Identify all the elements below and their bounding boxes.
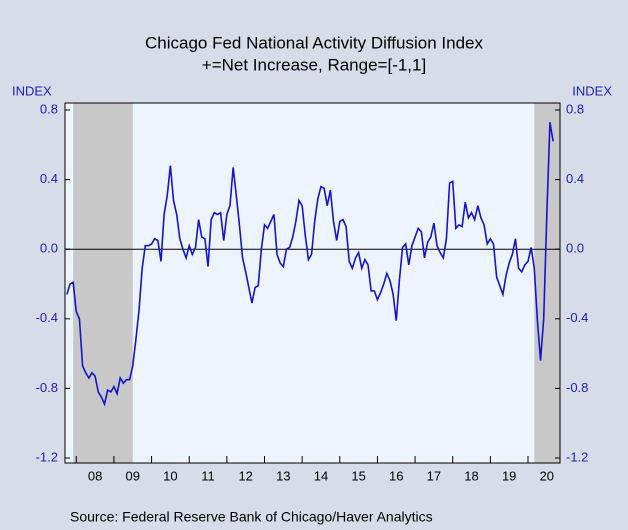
x-tick-label: 16 [389,468,403,483]
y2-tick-label: -1.2 [566,449,588,464]
x-tick-label: 11 [201,468,215,483]
y-tick-label: 0.4 [40,171,58,186]
x-tick-label: 20 [540,468,554,483]
y2-tick-label: 0.0 [566,241,584,256]
source-note: Source: Federal Reserve Bank of Chicago/… [70,509,433,525]
recession-shade [73,103,133,463]
x-tick-label: 17 [427,468,441,483]
plot-frame [64,102,561,464]
recession-shade [534,103,560,463]
y2-tick-label: 0.8 [566,101,584,116]
y-tick-label: -1.2 [36,449,58,464]
x-tick-label: 10 [163,468,177,483]
x-tick-label: 08 [88,468,102,483]
y-tick-label: 0.0 [40,241,58,256]
y2-tick-label: -0.4 [566,310,588,325]
x-tick-label: 19 [502,468,516,483]
chart-title: Chicago Fed National Activity Diffusion … [145,33,483,52]
plot-area [65,103,560,463]
y2-tick-label: 0.4 [566,171,584,186]
x-tick-label: 15 [351,468,365,483]
y-tick-label: 0.8 [40,101,58,116]
x-tick-label: 12 [238,468,252,483]
x-tick-label: 13 [276,468,290,483]
y-tick-label: -0.4 [36,310,58,325]
data-line [66,122,554,407]
y2-axis-label: INDEX [572,83,612,98]
x-tick-label: 09 [126,468,140,483]
x-tick-label: 18 [464,468,478,483]
y2-tick-label: -0.8 [566,380,588,395]
y-axis-label: INDEX [12,83,52,98]
chart-subtitle: +=Net Increase, Range=[-1,1] [202,55,426,74]
y-tick-label: -0.8 [36,380,58,395]
x-tick-label: 14 [314,468,328,483]
